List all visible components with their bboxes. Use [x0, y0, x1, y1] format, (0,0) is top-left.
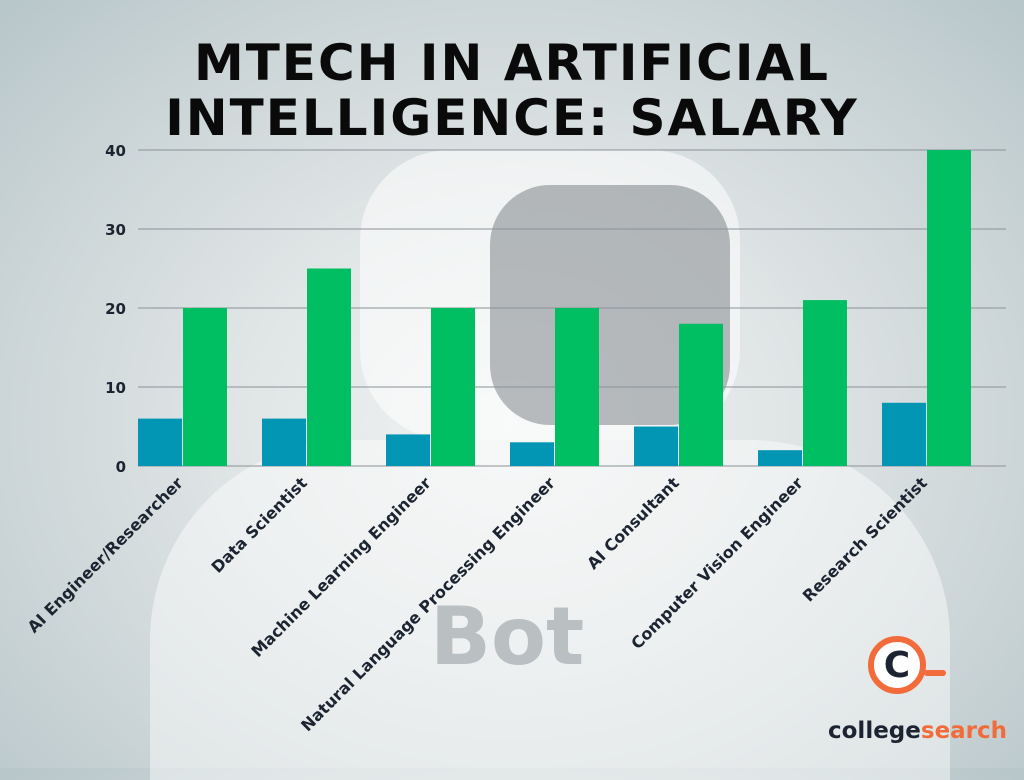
x-tick-label: AI Consultant	[583, 473, 683, 573]
bar-green-2	[431, 308, 475, 466]
collegesearch-logo: C collegesearch	[820, 636, 1007, 746]
bar-green-1	[307, 268, 351, 466]
bar-blue-5	[758, 450, 802, 466]
x-tick-label: Natural Language Processing Engineer	[297, 473, 559, 735]
y-tick-label: 40	[105, 142, 126, 160]
bar-green-3	[555, 308, 599, 466]
x-tick-label: Data Scientist	[207, 473, 311, 577]
bar-green-4	[679, 323, 723, 466]
bar-green-0	[183, 308, 227, 466]
magnifier-handle	[924, 670, 946, 676]
c-magnifier-icon: C	[868, 636, 926, 694]
bar-blue-4	[634, 426, 678, 466]
bar-blue-0	[138, 418, 182, 466]
bar-blue-3	[510, 442, 554, 466]
bar-blue-6	[882, 402, 926, 466]
y-tick-label: 10	[105, 379, 126, 397]
title-line-2: INTELLIGENCE: SALARY	[165, 89, 859, 147]
title-line-1: MTECH IN ARTIFICIAL	[193, 34, 831, 92]
x-tick-label: AI Engineer/Researcher	[24, 473, 187, 636]
bar-green-5	[803, 300, 847, 466]
bar-blue-2	[386, 434, 430, 466]
x-tick-label: Research Scientist	[799, 473, 931, 605]
page-title: MTECH IN ARTIFICIAL INTELLIGENCE: SALARY	[0, 36, 1024, 146]
bar-green-6	[927, 150, 971, 466]
y-tick-label: 20	[105, 300, 126, 318]
background-bot-lettering: Bot	[430, 590, 585, 683]
logo-text: collegesearch	[828, 718, 1008, 744]
y-tick-label: 30	[105, 221, 126, 239]
bar-blue-1	[262, 418, 306, 466]
background-robot-head	[360, 150, 740, 440]
background-robot-body	[150, 440, 950, 780]
y-tick-label: 0	[116, 458, 126, 476]
